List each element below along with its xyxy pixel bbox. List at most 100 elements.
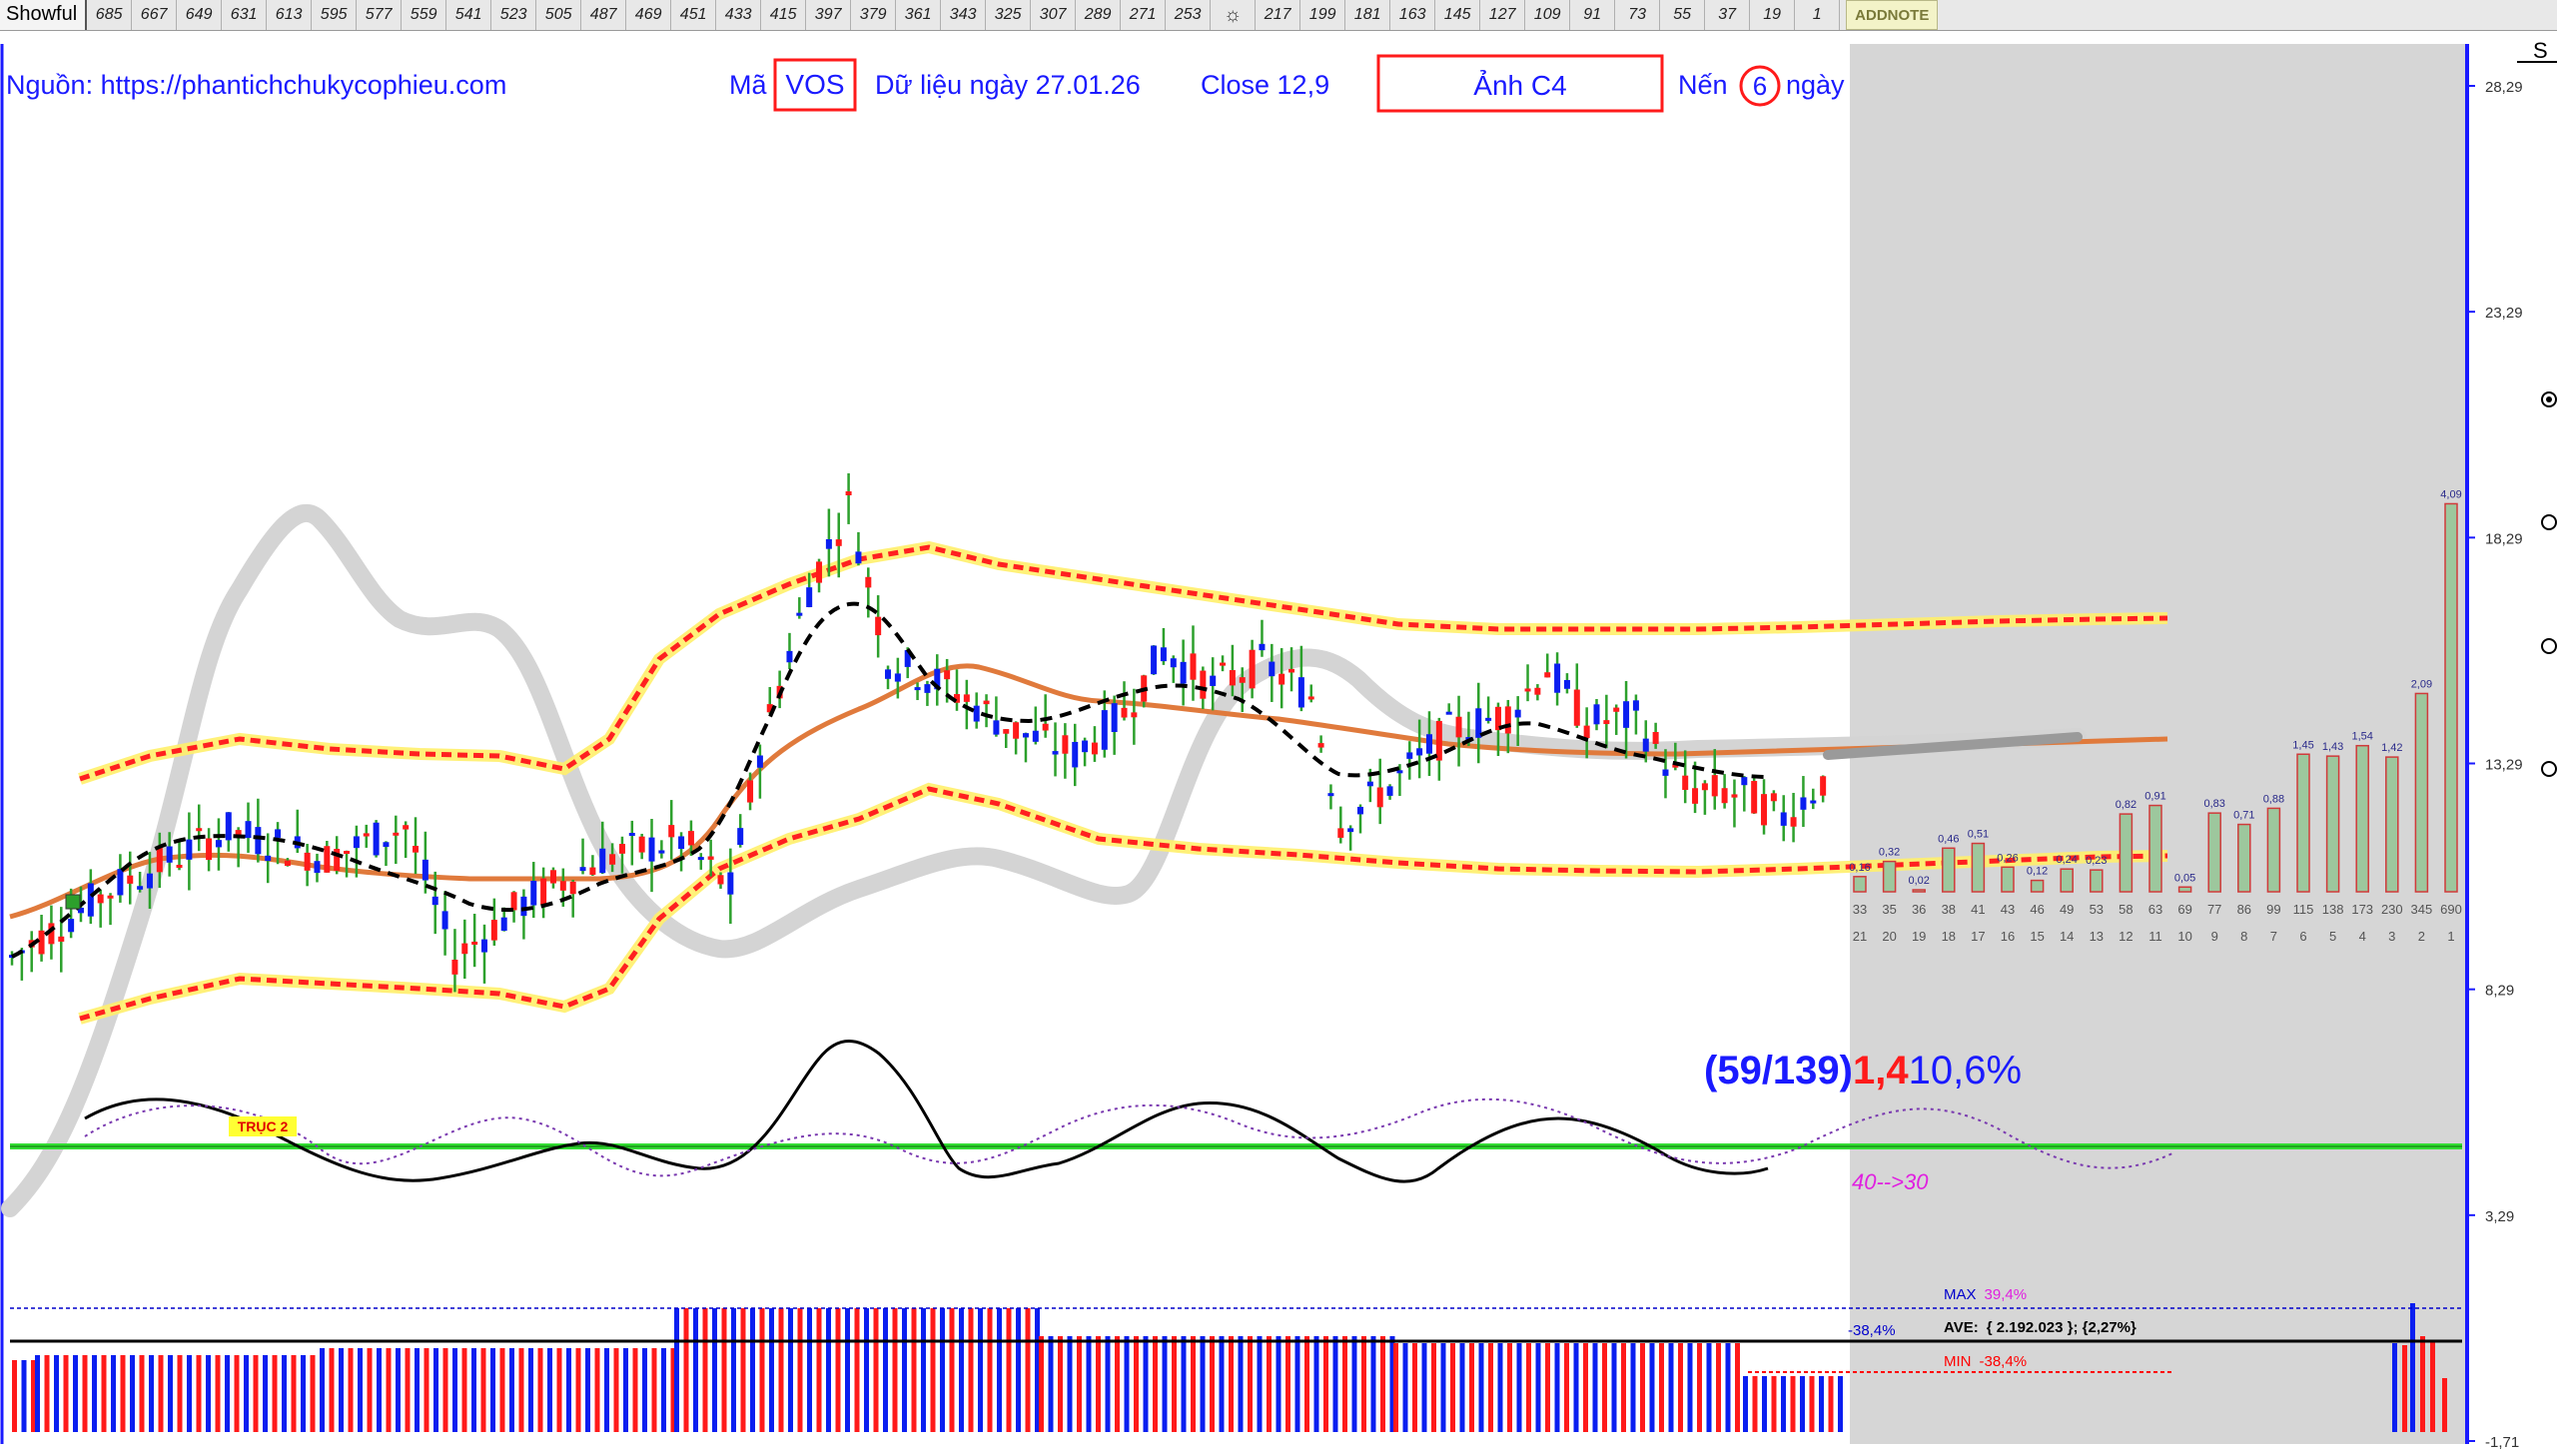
period-button-181[interactable]: 181	[1345, 0, 1391, 30]
period-toolbar: Showful 685 667 649 631 613 595 577 559 541 523 50…	[0, 0, 2557, 31]
candles	[9, 472, 1827, 993]
period-button-523[interactable]: 523	[491, 0, 537, 30]
period-button-415[interactable]: 415	[761, 0, 807, 30]
candle-body	[275, 829, 282, 838]
percent-bar	[1077, 1336, 1082, 1432]
histogram-sub-label: 8	[2240, 929, 2247, 944]
histogram-bar	[2177, 886, 2192, 893]
percent-bar	[1488, 1343, 1493, 1432]
period-button-469[interactable]: 469	[626, 0, 672, 30]
candle-body	[461, 943, 468, 955]
candle-body	[206, 838, 213, 861]
showful-button[interactable]: Showful	[0, 0, 88, 30]
gear-icon[interactable]: ☼	[1211, 0, 1257, 30]
period-button-37[interactable]: 37	[1705, 0, 1751, 30]
marker-dot-3[interactable]	[2541, 638, 2557, 654]
period-button-631[interactable]: 631	[222, 0, 268, 30]
candle-body	[1013, 722, 1020, 739]
period-button-217[interactable]: 217	[1256, 0, 1301, 30]
period-button-397[interactable]: 397	[806, 0, 852, 30]
period-button-595[interactable]: 595	[312, 0, 358, 30]
period-button-667[interactable]: 667	[132, 0, 178, 30]
percent-bar	[1838, 1376, 1843, 1432]
candle-body	[1692, 788, 1699, 804]
period-button-541[interactable]: 541	[446, 0, 492, 30]
addnote-button[interactable]: ADDNOTE	[1846, 0, 1939, 30]
period-button-19[interactable]: 19	[1750, 0, 1796, 30]
candle-body	[107, 895, 114, 899]
candle-body	[1121, 707, 1128, 718]
candle-body	[1524, 688, 1531, 692]
candle-body	[117, 869, 124, 896]
y-tick-label: 23,29	[2485, 305, 2523, 322]
period-button-487[interactable]: 487	[581, 0, 627, 30]
period-button-613[interactable]: 613	[267, 0, 313, 30]
histogram-category: 345	[2411, 902, 2433, 917]
period-button-145[interactable]: 145	[1435, 0, 1481, 30]
percent-bar	[1735, 1343, 1740, 1432]
period-button-1[interactable]: 1	[1795, 0, 1841, 30]
period-button-73[interactable]: 73	[1615, 0, 1661, 30]
histogram-value-label: 0,82	[2116, 799, 2136, 811]
period-button-433[interactable]: 433	[716, 0, 762, 30]
period-button-559[interactable]: 559	[402, 0, 447, 30]
candle-body	[1416, 748, 1423, 756]
period-button-325[interactable]: 325	[986, 0, 1032, 30]
period-button-271[interactable]: 271	[1121, 0, 1167, 30]
histogram-sub-label: 21	[1853, 929, 1867, 944]
marker-dot-4[interactable]	[2541, 761, 2557, 777]
period-button-577[interactable]: 577	[357, 0, 403, 30]
percent-bar	[282, 1355, 287, 1432]
period-button-199[interactable]: 199	[1300, 0, 1346, 30]
candle-body	[618, 844, 625, 854]
period-button-505[interactable]: 505	[536, 0, 582, 30]
candle-body	[796, 612, 803, 616]
percent-bar	[1526, 1343, 1531, 1432]
percent-bar	[623, 1348, 628, 1432]
candle-body	[1435, 720, 1442, 761]
period-button-253[interactable]: 253	[1166, 0, 1212, 30]
candle-body	[658, 850, 665, 854]
percent-bar	[1469, 1343, 1474, 1432]
histogram-sub-label: 13	[2090, 929, 2104, 944]
period-button-343[interactable]: 343	[941, 0, 987, 30]
period-button-127[interactable]: 127	[1480, 0, 1526, 30]
percent-bar	[1267, 1336, 1272, 1432]
image-box[interactable]	[1376, 54, 1664, 113]
period-button-451[interactable]: 451	[671, 0, 717, 30]
percent-bar	[693, 1308, 698, 1432]
marker-dot-2[interactable]	[2541, 514, 2557, 530]
period-button-91[interactable]: 91	[1570, 0, 1616, 30]
period-button-289[interactable]: 289	[1076, 0, 1122, 30]
percent-bar	[490, 1348, 495, 1432]
period-button-685[interactable]: 685	[87, 0, 133, 30]
period-button-649[interactable]: 649	[177, 0, 223, 30]
candle-body	[48, 923, 55, 945]
percent-bar	[642, 1348, 647, 1432]
histogram-category: 36	[1912, 902, 1926, 917]
histogram-category: 41	[1971, 902, 1985, 917]
candle-body	[383, 842, 390, 848]
percent-bar	[968, 1308, 974, 1432]
histogram-bar	[2090, 869, 2104, 893]
period-button-55[interactable]: 55	[1660, 0, 1706, 30]
histogram-sub-label: 7	[2270, 929, 2277, 944]
period-button-361[interactable]: 361	[896, 0, 942, 30]
period-button-163[interactable]: 163	[1390, 0, 1436, 30]
percent-bar	[12, 1360, 17, 1432]
candle-body	[1780, 812, 1787, 826]
y-tick-label: 18,29	[2485, 530, 2523, 547]
percent-bar	[1800, 1376, 1805, 1432]
percent-bar	[1459, 1343, 1465, 1432]
oscillator-line	[84, 1040, 1769, 1183]
period-button-307[interactable]: 307	[1031, 0, 1077, 30]
period-button-379[interactable]: 379	[851, 0, 897, 30]
histogram-value-label: 0,91	[2144, 791, 2165, 803]
candle-body	[1229, 670, 1236, 686]
percent-bar	[997, 1308, 1002, 1432]
candle-body	[717, 875, 724, 885]
period-button-109[interactable]: 109	[1525, 0, 1571, 30]
histogram-bar	[2237, 823, 2251, 893]
ticker-box	[773, 58, 857, 112]
